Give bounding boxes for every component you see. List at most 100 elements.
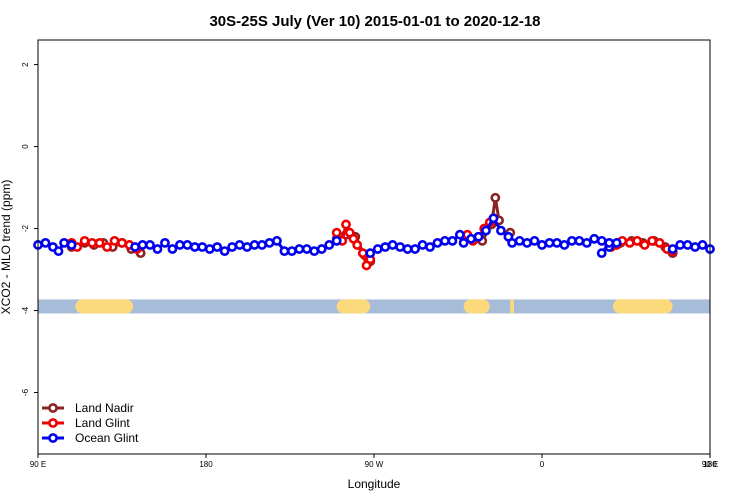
data-point bbox=[529, 235, 540, 246]
x-tick-label: 180 bbox=[703, 460, 717, 469]
data-point bbox=[53, 246, 64, 256]
data-point bbox=[352, 240, 363, 250]
ocean-band bbox=[38, 299, 710, 314]
data-point bbox=[102, 242, 112, 252]
data-point bbox=[66, 240, 77, 250]
data-point bbox=[514, 235, 525, 246]
x-tick-label: 90 E bbox=[702, 460, 718, 469]
data-point bbox=[447, 235, 458, 246]
data-point bbox=[79, 235, 90, 246]
land-segment bbox=[510, 299, 514, 314]
data-point bbox=[496, 225, 506, 236]
data-point bbox=[341, 219, 351, 230]
data-point bbox=[59, 238, 70, 248]
data-point bbox=[130, 242, 140, 252]
data-point bbox=[632, 235, 643, 246]
data-point bbox=[264, 238, 275, 248]
data-point bbox=[488, 213, 499, 224]
data-point bbox=[152, 244, 163, 254]
data-point bbox=[94, 238, 105, 248]
data-point bbox=[227, 242, 238, 252]
data-point bbox=[189, 242, 200, 252]
data-point bbox=[425, 242, 435, 252]
x-tick-label: 90 W bbox=[365, 460, 384, 469]
x-tick-label: 90 E bbox=[30, 460, 46, 469]
data-point bbox=[372, 244, 383, 254]
data-point bbox=[589, 233, 600, 244]
data-point bbox=[473, 231, 484, 242]
data-point bbox=[117, 238, 127, 248]
data-point bbox=[109, 235, 120, 246]
data-point bbox=[440, 235, 450, 246]
land-ocean-band bbox=[38, 299, 710, 314]
y-tick-label: -4 bbox=[21, 306, 30, 314]
data-point bbox=[219, 246, 230, 256]
data-point bbox=[365, 248, 376, 259]
data-point bbox=[357, 248, 368, 259]
x-tick-label: 180 bbox=[199, 460, 213, 469]
data-point bbox=[234, 240, 245, 250]
legend-swatch-marker bbox=[48, 403, 58, 413]
data-point bbox=[566, 235, 577, 246]
y-tick-label: 0 bbox=[21, 144, 30, 149]
data-point bbox=[137, 240, 148, 250]
data-point bbox=[204, 244, 215, 254]
data-point bbox=[604, 238, 615, 248]
x-tick-label: 0 bbox=[540, 460, 545, 469]
data-point bbox=[574, 235, 585, 246]
data-point bbox=[481, 225, 491, 236]
data-point bbox=[395, 242, 406, 252]
data-point bbox=[639, 240, 650, 250]
land-segment bbox=[75, 299, 134, 314]
data-point bbox=[697, 240, 708, 250]
data-point bbox=[537, 240, 547, 250]
series-group bbox=[33, 192, 715, 271]
data-point bbox=[682, 240, 693, 250]
data-point bbox=[596, 248, 607, 259]
data-point bbox=[242, 242, 252, 252]
data-point bbox=[458, 238, 469, 248]
data-point bbox=[294, 244, 305, 254]
data-point bbox=[667, 244, 678, 254]
data-point bbox=[466, 233, 476, 244]
data-point bbox=[624, 238, 635, 248]
data-point bbox=[611, 238, 622, 248]
data-point bbox=[581, 238, 592, 248]
data-point bbox=[552, 238, 562, 248]
y-tick-label: 2 bbox=[21, 62, 30, 67]
data-point bbox=[316, 244, 327, 254]
data-point bbox=[417, 240, 428, 250]
data-point bbox=[675, 240, 686, 250]
data-point bbox=[432, 238, 443, 248]
data-point bbox=[544, 238, 555, 248]
data-point bbox=[559, 240, 570, 250]
data-point bbox=[286, 246, 297, 256]
data-point bbox=[182, 240, 193, 250]
chart-title: 30S-25S July (Ver 10) 2015-01-01 to 2020… bbox=[209, 13, 540, 30]
data-point bbox=[309, 246, 320, 256]
legend-label: Land Nadir bbox=[75, 401, 134, 415]
data-point bbox=[87, 238, 98, 248]
data-point bbox=[145, 240, 155, 250]
data-point bbox=[454, 229, 465, 240]
data-point bbox=[249, 240, 260, 250]
data-point bbox=[324, 240, 335, 250]
data-point bbox=[257, 240, 267, 250]
data-point bbox=[380, 242, 391, 252]
data-point bbox=[507, 238, 518, 248]
data-point bbox=[174, 240, 185, 250]
land-segment bbox=[336, 299, 371, 314]
data-point bbox=[197, 242, 208, 252]
data-point bbox=[40, 238, 51, 248]
data-point bbox=[212, 242, 223, 252]
data-point bbox=[690, 242, 700, 252]
data-point bbox=[387, 240, 398, 250]
legend-label: Ocean Glint bbox=[75, 431, 139, 445]
data-point bbox=[279, 246, 290, 256]
data-point bbox=[490, 192, 501, 203]
land-segment bbox=[612, 299, 673, 314]
y-axis-label: XCO2 - MLO trend (ppm) bbox=[0, 180, 13, 315]
